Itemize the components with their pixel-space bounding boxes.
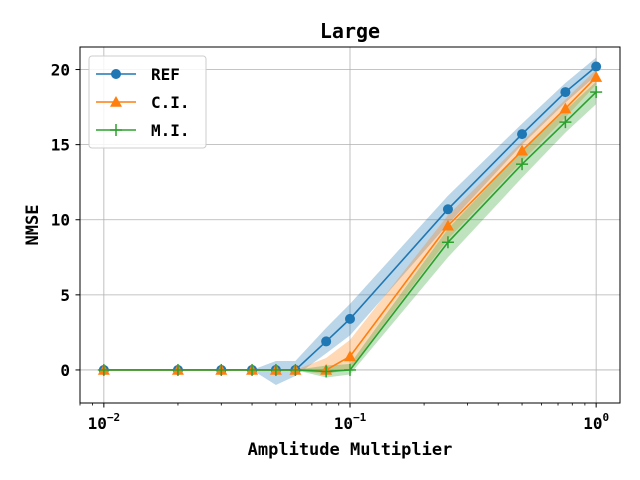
point-m-i	[516, 158, 529, 171]
point-m-i	[171, 363, 184, 376]
point-ref	[321, 336, 332, 347]
point-c-i	[441, 219, 454, 231]
point-c-i	[516, 144, 529, 156]
point-ref	[345, 313, 355, 324]
legend-label-m-i: M.I.	[151, 121, 190, 140]
line-m-i	[103, 91, 597, 373]
point-c-i	[590, 71, 603, 82]
point-ref	[560, 87, 571, 98]
x-axis-label: Amplitude Multiplier	[248, 440, 453, 460]
point-m-i	[344, 363, 356, 376]
point-ref	[517, 129, 528, 140]
point-m-i	[97, 363, 110, 376]
point-ref	[591, 61, 602, 72]
legend-marker-m-i	[110, 124, 122, 136]
x-tick-label: 10−1	[334, 411, 367, 433]
point-c-i	[559, 102, 572, 114]
y-axis-label: NMSE	[23, 205, 43, 246]
x-tick-label: 100	[583, 411, 609, 433]
y-tick-label: 20	[51, 61, 70, 80]
y-tick-label: 0	[60, 361, 70, 380]
chart-title: Large	[320, 19, 380, 43]
x-tick-label: 10−2	[88, 411, 121, 433]
point-m-i	[289, 363, 302, 376]
y-tick-label: 5	[60, 286, 70, 305]
legend: REF C.I. M.I.	[88, 55, 207, 149]
legend-marker-ref	[111, 69, 121, 79]
legend-box	[88, 55, 207, 149]
point-m-i	[320, 365, 333, 378]
point-m-i	[246, 363, 259, 376]
axis-ticks: 10−2 10−1 100 0 5 10 15 20	[51, 61, 609, 433]
legend-label-ref: REF	[151, 65, 180, 84]
point-m-i	[215, 363, 228, 376]
series-markers	[97, 61, 603, 378]
point-m-i	[269, 363, 282, 376]
legend-marker-c-i	[110, 96, 122, 107]
legend-label-c-i: C.I.	[151, 93, 190, 112]
point-m-i	[590, 86, 603, 99]
point-m-i	[441, 236, 454, 249]
y-tick-label: 10	[51, 211, 70, 230]
point-m-i	[559, 116, 572, 129]
series-lines	[103, 65, 597, 373]
y-tick-label: 15	[51, 136, 70, 155]
point-ref	[442, 204, 453, 215]
point-c-i	[344, 350, 356, 362]
